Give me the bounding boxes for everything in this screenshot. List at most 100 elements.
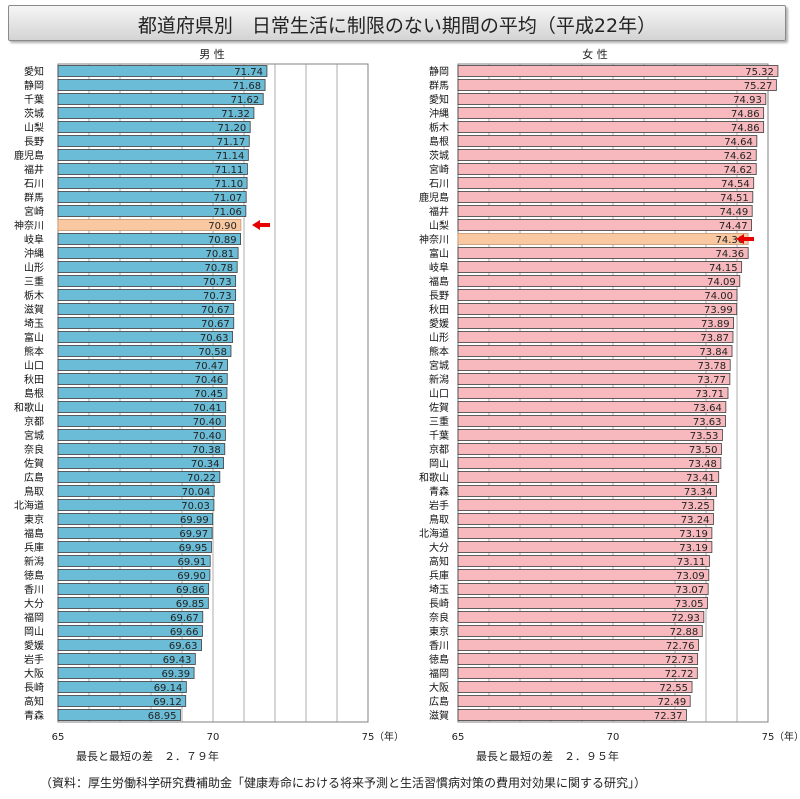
male-category-label: 静岡 — [24, 79, 44, 92]
male-value-label: 69.99 — [180, 515, 209, 526]
male-bar — [57, 107, 255, 119]
male-bar — [57, 303, 235, 315]
female-category-label: 奈良 — [429, 611, 449, 624]
male-bar — [57, 373, 228, 385]
female-value-label: 73.50 — [689, 445, 718, 456]
male-value-label: 71.17 — [217, 137, 246, 148]
female-bar — [457, 275, 741, 287]
male-bar — [57, 709, 181, 721]
female-value-label: 73.19 — [679, 529, 708, 540]
male-category-label: 広島 — [24, 471, 44, 484]
female-bar — [457, 79, 777, 91]
source-note: （資料：厚生労働科学研究費補助金「健康寿命における将来予測と生活習慣病対策の費用… — [40, 776, 647, 790]
male-value-label: 70.04 — [182, 487, 211, 498]
female-value-label: 74.49 — [720, 207, 749, 218]
female-category-label: 熊本 — [429, 345, 449, 358]
male-bar — [57, 149, 249, 161]
female-category-label: 東京 — [429, 625, 449, 638]
female-value-label: 73.07 — [676, 585, 705, 596]
female-category-label: 静岡 — [429, 65, 449, 78]
male-value-label: 70.73 — [203, 277, 232, 288]
female-value-label: 73.34 — [684, 487, 713, 498]
female-category-label: 富山 — [429, 247, 449, 260]
female-value-label: 75.32 — [745, 67, 774, 78]
male-category-label: 群馬 — [24, 191, 44, 204]
female-bar — [457, 191, 754, 203]
male-value-label: 69.43 — [163, 655, 192, 666]
male-bar — [57, 317, 235, 329]
female-category-label: 神奈川 — [419, 233, 449, 246]
female-bar — [457, 485, 717, 497]
male-value-label: 71.10 — [214, 179, 243, 190]
female-x-tick-label: 70 — [607, 732, 620, 743]
female-category-label: 新潟 — [429, 373, 449, 386]
male-x-unit-label: （年） — [374, 730, 404, 743]
female-category-label: 大分 — [429, 541, 449, 554]
male-bar — [57, 177, 248, 189]
male-bar — [57, 233, 241, 245]
female-bar — [457, 247, 749, 259]
male-value-label: 70.38 — [192, 445, 221, 456]
female-value-label: 73.19 — [679, 543, 708, 554]
female-bar — [457, 681, 693, 693]
female-value-label: 74.36 — [716, 249, 745, 260]
female-value-label: 73.53 — [690, 431, 719, 442]
female-value-label: 73.84 — [699, 347, 728, 358]
male-value-label: 69.86 — [176, 585, 205, 596]
female-bar — [457, 667, 698, 679]
female-category-label: 山梨 — [429, 219, 449, 232]
male-value-label: 70.41 — [193, 403, 222, 414]
female-category-label: 長崎 — [429, 597, 449, 610]
female-value-label: 73.64 — [693, 403, 722, 414]
male-value-label: 70.46 — [195, 375, 224, 386]
male-bar — [57, 415, 226, 427]
female-value-label: 74.54 — [721, 179, 750, 190]
male-category-label: 岩手 — [24, 653, 44, 666]
female-category-label: 山口 — [429, 388, 449, 400]
male-category-label: 宮崎 — [24, 205, 44, 218]
female-category-label: 広島 — [429, 695, 449, 708]
male-category-label: 青森 — [24, 709, 44, 722]
female-value-label: 73.24 — [681, 515, 710, 526]
male-category-label: 滋賀 — [24, 303, 44, 316]
female-category-label: 京都 — [429, 443, 449, 456]
male-value-label: 71.07 — [214, 193, 243, 204]
male-value-label: 69.66 — [170, 627, 199, 638]
female-category-label: 高知 — [429, 555, 449, 568]
male-bar — [57, 65, 268, 77]
female-bar — [457, 289, 738, 301]
female-bar — [457, 555, 710, 567]
female-category-label: 沖縄 — [429, 107, 449, 120]
male-value-label: 70.40 — [193, 417, 222, 428]
male-bar — [57, 569, 211, 581]
male-category-label: 愛媛 — [24, 639, 44, 652]
male-category-label: 石川 — [24, 179, 44, 190]
male-value-label: 71.14 — [216, 151, 245, 162]
male-category-label: 神奈川 — [14, 219, 44, 232]
male-category-label: 大分 — [24, 597, 44, 610]
male-value-label: 70.67 — [201, 305, 230, 316]
female-category-label: 長野 — [429, 290, 449, 302]
female-category-label: 鳥取 — [429, 513, 449, 526]
male-bar — [57, 289, 237, 301]
female-bar — [457, 569, 710, 581]
male-value-label: 69.39 — [161, 669, 190, 680]
female-bar — [457, 359, 731, 371]
female-category-label: 滋賀 — [429, 709, 449, 722]
female-value-label: 73.78 — [698, 361, 727, 372]
male-value-label: 70.03 — [181, 501, 210, 512]
male-value-label: 70.40 — [193, 431, 222, 442]
male-category-label: 香川 — [24, 584, 44, 596]
male-bar — [57, 499, 215, 511]
male-value-label: 70.22 — [187, 473, 216, 484]
male-value-label: 70.67 — [201, 319, 230, 330]
male-value-label: 70.45 — [194, 389, 223, 400]
female-bar — [457, 219, 752, 231]
male-bar — [57, 457, 224, 469]
female-bar — [457, 625, 703, 637]
female-category-label: 茨城 — [429, 149, 449, 162]
male-value-label: 70.63 — [200, 333, 229, 344]
male-category-label: 大阪 — [24, 667, 44, 680]
male-value-label: 71.74 — [234, 67, 263, 78]
